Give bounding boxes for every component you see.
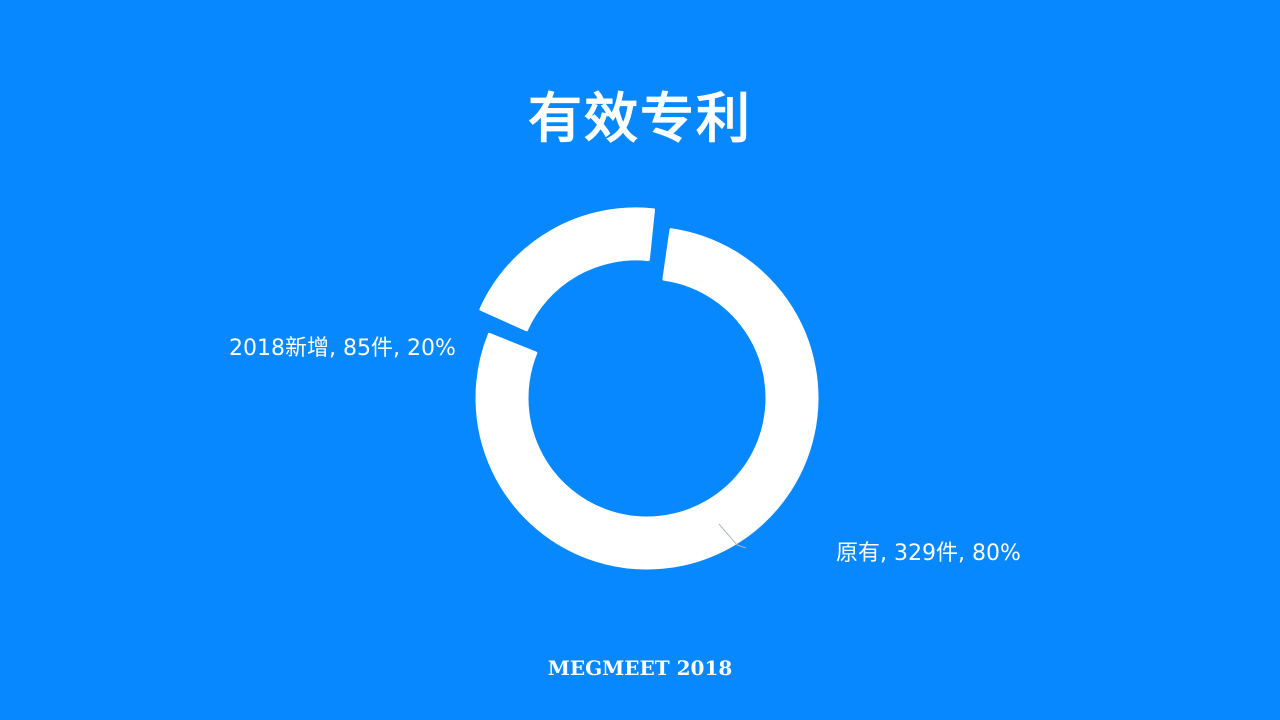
donut-slice-new [479, 207, 655, 332]
donut-slice-existing [475, 228, 819, 570]
data-label-existing: 原有, 329件, 80% [836, 541, 1021, 566]
leader-line [718, 523, 747, 549]
footer-brand: MEGMEET 2018 [547, 656, 733, 680]
data-label-new: 2018新增, 85件, 20% [229, 336, 456, 361]
chart-title: 有效专利 [528, 87, 752, 150]
